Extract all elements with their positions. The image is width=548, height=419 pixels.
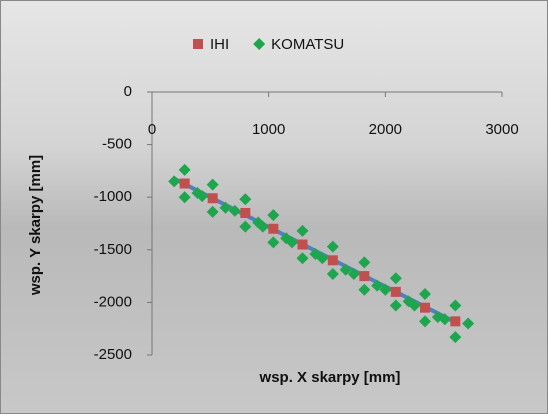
data-point (462, 317, 475, 330)
data-point (339, 263, 352, 276)
data-point (389, 299, 402, 312)
x-tick-label: 0 (148, 121, 156, 138)
data-point (296, 224, 309, 237)
data-point (327, 255, 338, 266)
data-point (239, 220, 252, 233)
y-axis-title: wsp. Y skarpy [mm] (27, 155, 44, 296)
legend-label: KOMATSU (271, 36, 344, 53)
data-point (178, 191, 191, 204)
data-point (207, 193, 218, 204)
legend-marker (253, 38, 266, 50)
data-point (408, 299, 421, 312)
data-point (347, 267, 360, 280)
data-point (358, 283, 371, 296)
data-point (326, 240, 339, 253)
data-point (390, 286, 401, 297)
y-tick-label: -2500 (94, 346, 132, 363)
data-point (389, 272, 402, 285)
data-point (297, 239, 308, 250)
data-point (359, 271, 370, 282)
data-point (420, 302, 430, 313)
data-point (419, 287, 431, 300)
data-point (449, 331, 462, 344)
data-point (168, 175, 181, 188)
data-point (450, 316, 461, 327)
data-point (449, 299, 462, 312)
x-tick-label: 2000 (369, 121, 402, 138)
x-tick-label: 1000 (252, 121, 285, 138)
data-point (179, 178, 190, 189)
data-point (228, 204, 241, 217)
data-point (316, 252, 329, 265)
legend-marker (193, 39, 203, 49)
data-point (267, 236, 280, 249)
data-point (371, 279, 384, 292)
x-axis-title: wsp. X skarpy [mm] (259, 369, 401, 386)
data-point (286, 236, 298, 249)
data-point (196, 190, 209, 203)
y-tick-label: -500 (102, 136, 132, 153)
data-point (268, 223, 279, 234)
data-point (267, 209, 280, 222)
data-point (239, 193, 252, 206)
y-tick-label: -1000 (94, 188, 132, 205)
data-point (438, 313, 451, 326)
legend-label: IHI (210, 36, 229, 53)
data-point (240, 207, 251, 218)
y-tick-label: -1500 (94, 241, 132, 258)
data-point (178, 163, 191, 176)
y-tick-label: 0 (124, 83, 132, 100)
data-point (256, 220, 269, 233)
data-point (379, 283, 392, 296)
data-point (296, 252, 309, 265)
x-tick-label: 3000 (485, 121, 518, 138)
y-tick-label: -2000 (94, 293, 132, 310)
data-point (206, 205, 219, 218)
data-point (219, 201, 232, 214)
data-point (206, 178, 219, 191)
data-point (419, 315, 431, 328)
data-point (326, 267, 339, 280)
data-point (358, 256, 371, 269)
